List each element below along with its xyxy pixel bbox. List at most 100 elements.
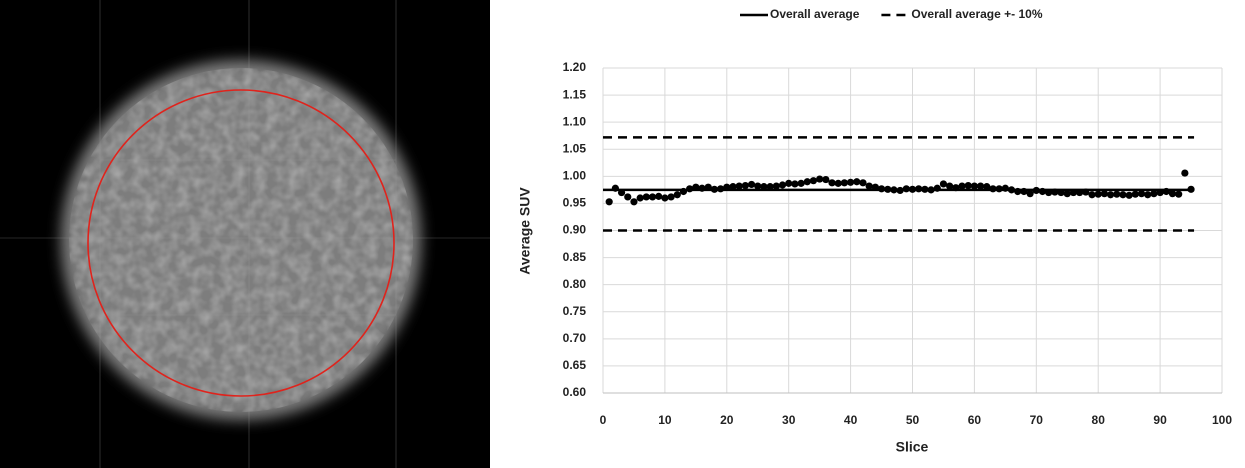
data-point (1026, 190, 1034, 198)
data-point (995, 185, 1003, 193)
data-point (1082, 188, 1090, 196)
data-point (692, 183, 700, 191)
y-axis-title: Average SUV (517, 187, 533, 275)
data-point (1007, 186, 1016, 194)
data-point (921, 185, 929, 193)
data-point (1014, 187, 1022, 196)
data-point (865, 182, 873, 190)
data-point (791, 180, 799, 188)
data-point (890, 186, 898, 194)
data-point (636, 194, 644, 202)
phantom-texture (69, 68, 413, 412)
data-point (1131, 190, 1139, 198)
data-point (828, 179, 836, 187)
data-point (673, 191, 681, 199)
x-tick-label: 100 (1212, 413, 1232, 427)
data-point (698, 184, 706, 192)
y-tick-label: 0.80 (563, 277, 587, 291)
data-point (1038, 187, 1047, 196)
data-point (655, 192, 663, 200)
data-point (741, 181, 749, 190)
data-point (624, 193, 632, 201)
legend-label: Overall average (770, 7, 860, 21)
data-point (1181, 169, 1189, 177)
data-point (1020, 187, 1028, 196)
data-point (710, 185, 719, 193)
x-tick-label: 40 (844, 413, 858, 427)
data-point (617, 188, 626, 197)
data-point (717, 185, 725, 193)
data-point (648, 193, 657, 201)
x-tick-label: 30 (782, 413, 796, 427)
data-point (989, 185, 997, 193)
y-tick-label: 1.20 (563, 60, 587, 74)
data-point (785, 179, 793, 187)
x-tick-label: 0 (600, 413, 607, 427)
x-tick-label: 80 (1092, 413, 1106, 427)
data-point (1088, 191, 1096, 199)
chart: Slice Average SUV 0.60 0.65 0.70 0.75 0.80 0.… (517, 7, 1233, 455)
data-point (1150, 190, 1158, 198)
data-point (1106, 191, 1115, 199)
data-point (859, 179, 867, 187)
y-tick-label: 1.10 (563, 114, 587, 128)
data-point (1032, 186, 1040, 195)
pet-image (0, 0, 490, 468)
data-point (1057, 188, 1065, 197)
data-point (803, 178, 811, 186)
data-point (729, 183, 737, 191)
data-point (1187, 185, 1195, 193)
data-point (642, 193, 650, 201)
data-point (1094, 190, 1102, 198)
y-tick-label: 1.05 (563, 141, 587, 155)
data-point (1162, 187, 1170, 196)
data-point (809, 177, 818, 185)
data-point (1076, 188, 1084, 197)
data-point (1051, 188, 1059, 196)
data-point (847, 178, 855, 186)
y-tick-label: 0.90 (563, 223, 587, 237)
data-point (605, 198, 613, 206)
tile-seams (0, 0, 490, 468)
y-tick-label: 0.60 (563, 385, 587, 399)
data-point (939, 180, 948, 188)
x-tick-label: 50 (906, 413, 920, 427)
data-point (908, 185, 917, 193)
y-tick-label: 0.95 (563, 196, 587, 210)
roi-circle (87, 89, 395, 397)
x-tick-label: 90 (1153, 413, 1167, 427)
data-point (1069, 188, 1078, 197)
data-point (853, 178, 861, 186)
x-tick-label: 20 (720, 413, 734, 427)
data-point (1156, 188, 1164, 197)
data-point (686, 185, 694, 193)
data-point (772, 182, 780, 190)
y-tick-label: 1.00 (563, 169, 587, 183)
data-point (952, 184, 960, 192)
data-point (1168, 190, 1177, 198)
data-point (884, 185, 892, 193)
data-point (723, 183, 731, 191)
data-point (933, 184, 941, 192)
data-point (760, 183, 768, 191)
data-point (747, 180, 756, 189)
data-point (1113, 190, 1121, 198)
data-point (797, 179, 805, 187)
data-point (754, 182, 762, 190)
x-tick-label: 10 (658, 413, 672, 427)
data-point (1001, 184, 1009, 192)
y-tick-label: 0.85 (563, 250, 587, 264)
data-point (822, 175, 830, 184)
data-point (778, 181, 787, 189)
data-point (840, 179, 849, 187)
data-point (1045, 188, 1053, 197)
data-point (630, 198, 638, 206)
x-tick-label: 60 (968, 413, 982, 427)
data-point (704, 183, 712, 191)
data-point (983, 183, 991, 191)
y-tick-label: 0.75 (563, 304, 587, 318)
data-point (896, 186, 904, 195)
data-point (976, 182, 985, 190)
legend-label: Overall average +- 10% (911, 7, 1042, 21)
